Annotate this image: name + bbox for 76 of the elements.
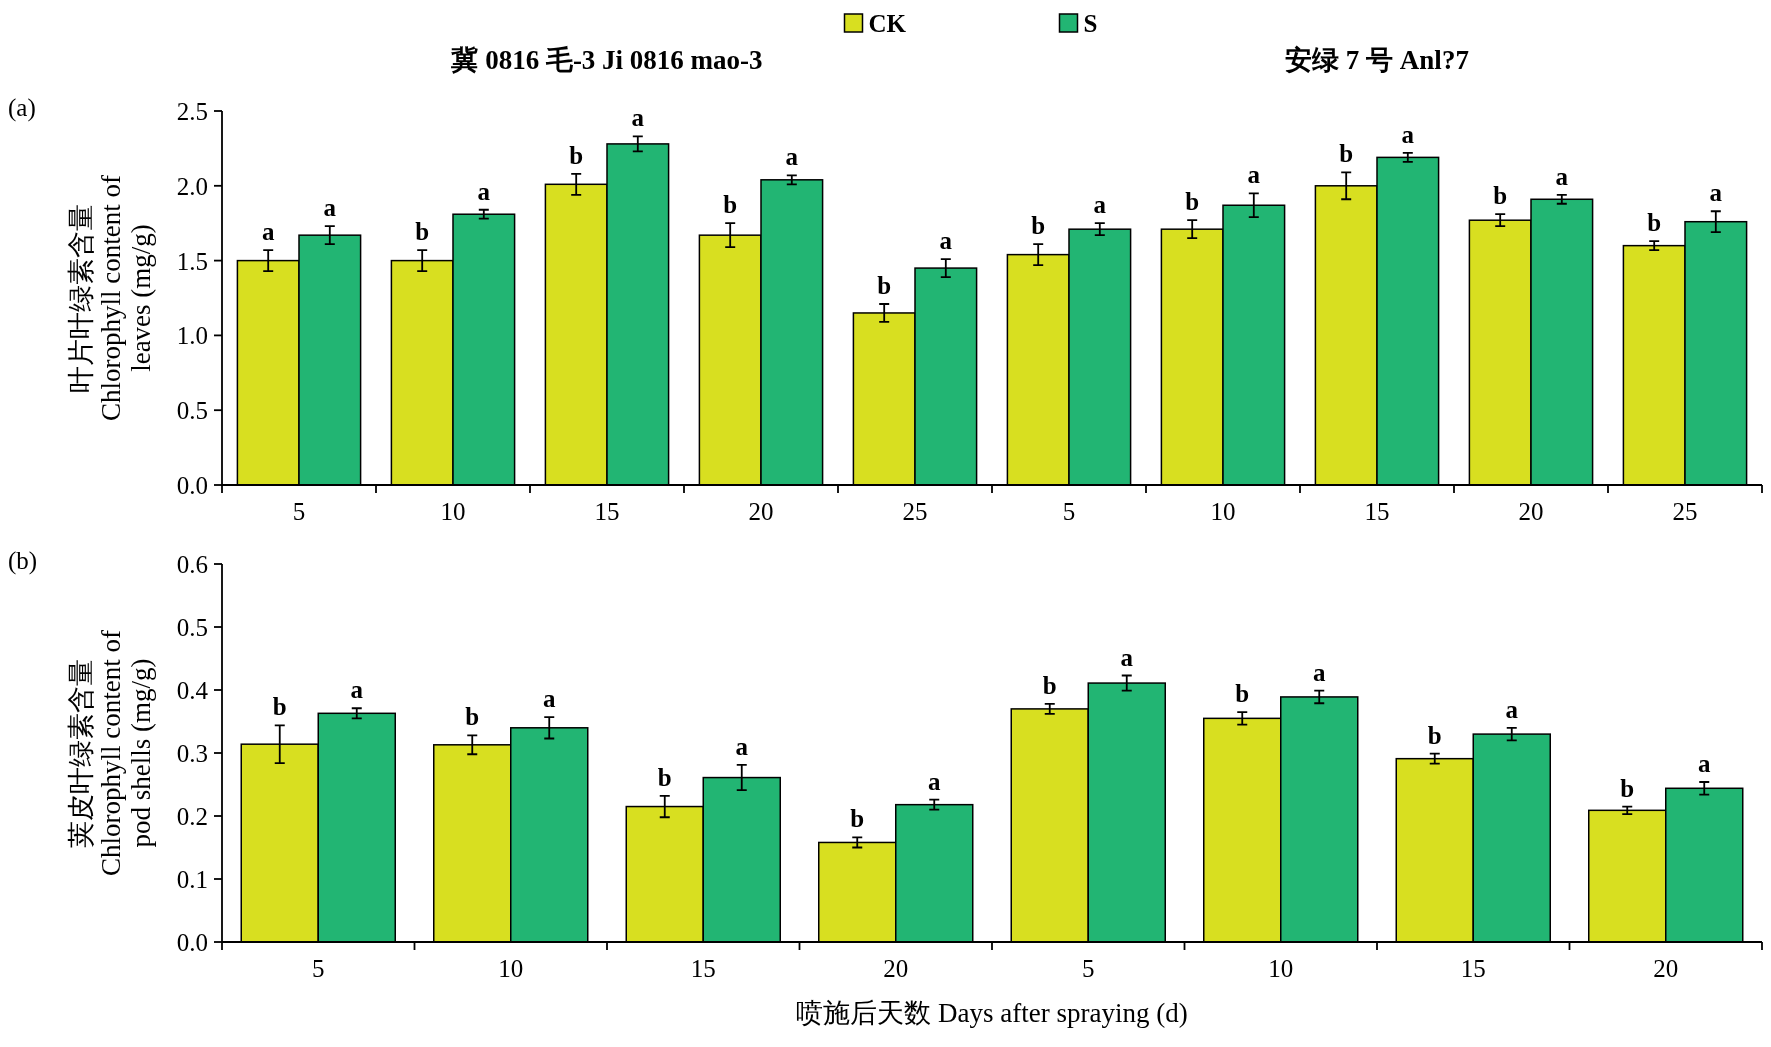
y-tick-label: 0.4 (176, 677, 209, 704)
data-label: a (631, 104, 645, 132)
x-tick-label: 5 (312, 955, 325, 982)
x-tick-label: 5 (1082, 955, 1095, 982)
data-label: b (1339, 140, 1354, 168)
data-label: a (1093, 191, 1107, 219)
data-label: a (323, 194, 337, 222)
data-label: b (723, 191, 738, 219)
data-label: a (350, 676, 364, 704)
text: 安绿 7 号 Anl?7 (1285, 45, 1469, 75)
y-tick-label: 0.6 (176, 551, 208, 578)
x-tick-label: 25 (902, 498, 928, 525)
y-tick-label: 0.0 (176, 929, 208, 956)
x-tick-label: 10 (440, 498, 466, 525)
legend-label: CK (868, 10, 907, 37)
y-tick-label: 1.5 (176, 247, 208, 275)
data-label: b (465, 703, 480, 731)
data-label: b (1493, 182, 1508, 210)
legend-label: S (1083, 10, 1098, 37)
x-tick-label: 10 (1210, 498, 1236, 525)
x-tick-label: 20 (1653, 955, 1679, 982)
data-label: b (657, 763, 672, 791)
data-label: b (1235, 680, 1250, 708)
x-tick-label: 20 (883, 955, 909, 982)
data-label: a (1555, 162, 1569, 190)
x-tick-label: 15 (594, 498, 620, 525)
x-axis-title: 喷施后天数 Days after spraying (d) (796, 998, 1188, 1028)
data-label: a (477, 177, 491, 205)
x-tick-label: 25 (1672, 498, 1698, 525)
x-tick-label: 20 (1518, 498, 1544, 525)
data-label: b (569, 141, 584, 169)
x-tick-label: 15 (1460, 955, 1486, 982)
data-label: b (877, 271, 892, 299)
data-label: a (785, 143, 799, 171)
data-label: a (1120, 643, 1134, 671)
data-label: a (1505, 695, 1519, 723)
y-tick-label: 1.0 (176, 322, 208, 350)
data-label: a (1698, 749, 1711, 777)
text: 冀 0816 毛-3 Ji 0816 mao-3 (450, 45, 763, 75)
x-tick-label: 5 (1062, 498, 1076, 525)
data-label: a (1709, 179, 1723, 207)
y-tick-label: 2.5 (176, 98, 208, 125)
data-label: a (1401, 120, 1415, 148)
y-tick-label: 0.1 (176, 866, 208, 893)
data-label: a (735, 732, 749, 760)
chart-title: (b) (8, 547, 38, 575)
y-tick-label: 0.5 (176, 614, 208, 641)
data-label: a (939, 227, 953, 255)
x-tick-label: 15 (1364, 498, 1390, 525)
data-label: a (1247, 161, 1261, 189)
data-label: b (1620, 774, 1635, 802)
x-tick-label: 10 (1268, 955, 1294, 982)
data-label: b (1031, 212, 1046, 240)
data-label: b (1185, 188, 1200, 216)
text: (a) (8, 94, 36, 122)
data-label: b (1427, 721, 1442, 749)
x-tick-label: 20 (748, 498, 774, 525)
data-label: a (261, 218, 275, 246)
data-label: b (1647, 209, 1662, 237)
data-label: a (928, 767, 941, 795)
data-label: b (272, 693, 287, 721)
y-tick-label: 2.0 (176, 172, 208, 200)
data-label: a (1313, 658, 1326, 686)
y-axis-title: 叶片叶绿素含量 Chlorophyll content of leaves (mg/g) (66, 175, 156, 421)
x-tick-label: 5 (292, 498, 306, 525)
y-tick-label: 0.3 (176, 740, 208, 767)
x-tick-label: 15 (690, 955, 716, 982)
y-axis-title: 荚皮叶绿素含量 Chlorophyll content of pod shells (mg/g) (66, 630, 156, 876)
y-tick-label: 0.5 (176, 397, 208, 425)
data-label: b (1042, 671, 1057, 699)
x-tick-label: 10 (498, 955, 524, 982)
y-tick-label: 0.2 (176, 803, 208, 830)
data-label: b (850, 805, 865, 833)
y-tick-label: 0.0 (176, 472, 208, 499)
data-label: a (543, 685, 556, 713)
data-label: b (415, 218, 430, 246)
